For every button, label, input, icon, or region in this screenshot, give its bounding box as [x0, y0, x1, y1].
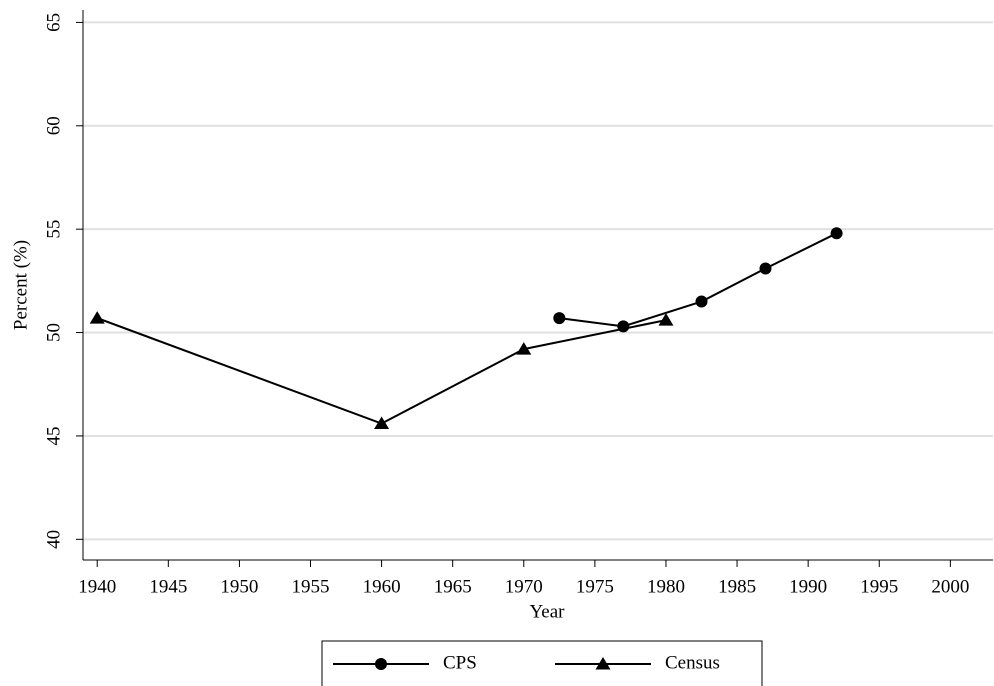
x-tick-label: 1950: [220, 576, 258, 597]
marker: [89, 311, 105, 324]
x-tick-label: 2000: [931, 576, 969, 597]
marker: [516, 342, 532, 355]
y-axis-label: Percent (%): [10, 240, 31, 330]
marker: [595, 657, 611, 670]
y-tick-label: 55: [43, 220, 64, 239]
marker: [375, 658, 387, 670]
marker: [658, 313, 674, 326]
x-tick-label: 1980: [647, 576, 685, 597]
legend-label: CPS: [443, 652, 477, 673]
y-tick-label: 40: [43, 530, 64, 549]
x-tick-label: 1975: [576, 576, 614, 597]
marker: [830, 227, 843, 240]
marker: [374, 416, 390, 430]
x-tick-label: 1940: [78, 576, 116, 597]
x-tick-label: 1945: [149, 576, 187, 597]
marker: [553, 312, 566, 325]
y-tick-label: 60: [43, 116, 64, 135]
marker: [759, 262, 772, 275]
x-tick-label: 1955: [292, 576, 330, 597]
x-tick-label: 1995: [860, 576, 898, 597]
y-tick-label: 65: [43, 13, 64, 32]
y-tick-label: 50: [43, 323, 64, 342]
y-tick-label: 45: [43, 426, 64, 445]
x-tick-label: 1990: [789, 576, 827, 597]
x-tick-label: 1970: [505, 576, 543, 597]
marker: [695, 295, 708, 308]
series-line: [96, 317, 667, 425]
x-tick-label: 1965: [434, 576, 472, 597]
x-tick-label: 1960: [363, 576, 401, 597]
x-axis-label: Year: [529, 601, 565, 622]
legend-label: Census: [665, 652, 720, 673]
x-tick-label: 1985: [718, 576, 756, 597]
